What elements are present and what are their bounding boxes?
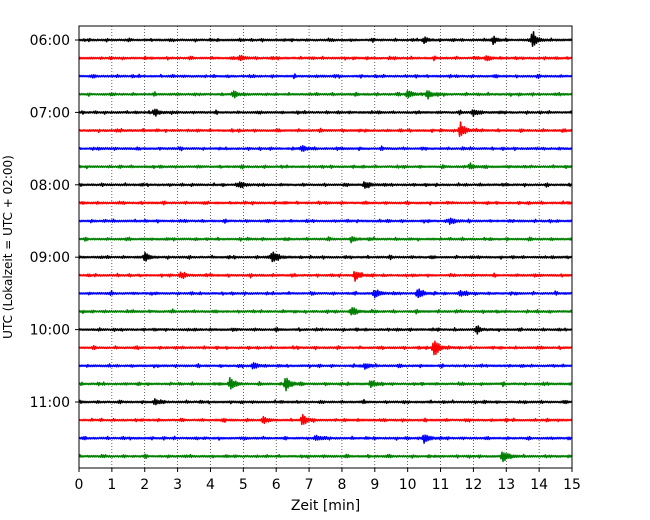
x-tick-label: 13 (497, 477, 515, 493)
x-tick-label: 8 (337, 477, 346, 493)
trace-2 (78, 73, 573, 80)
x-tick-label: 1 (107, 477, 116, 493)
x-tick-label: 0 (75, 477, 84, 493)
x-tick-label: 7 (305, 477, 314, 493)
x-tick-label: 14 (530, 477, 548, 493)
trace-23 (78, 451, 573, 463)
x-tick-label: 3 (173, 477, 182, 493)
trace-11 (78, 236, 573, 244)
trace-20 (78, 398, 573, 406)
trace-21 (78, 413, 573, 426)
seismic-traces (78, 31, 573, 463)
y-axis-ticks: 06:00 07:00 08:00 09:00 10:00 11:00 (30, 33, 79, 411)
trace-13 (78, 270, 573, 282)
x-tick-label: 6 (272, 477, 281, 493)
trace-7 (78, 162, 573, 170)
x-tick-label: 2 (140, 477, 149, 493)
x-tick-label: 5 (239, 477, 248, 493)
y-tick-label: 08:00 (30, 178, 70, 194)
y-tick-label: 07:00 (30, 105, 70, 121)
trace-9 (78, 200, 573, 206)
y-tick-label: 11:00 (30, 395, 70, 411)
trace-4 (78, 108, 573, 118)
trace-6 (78, 145, 573, 152)
y-tick-label: 10:00 (30, 323, 70, 339)
x-tick-label: 15 (563, 477, 581, 493)
x-axis-label: Zeit [min] (291, 498, 360, 514)
trace-8 (78, 181, 573, 189)
trace-14 (78, 288, 573, 299)
x-tick-label: 9 (370, 477, 379, 493)
y-tick-label: 06:00 (30, 33, 70, 49)
trace-16 (78, 325, 573, 335)
x-tick-label: 11 (432, 477, 450, 493)
trace-12 (78, 251, 573, 263)
y-tick-label: 09:00 (30, 250, 70, 266)
trace-10 (78, 217, 573, 226)
y-axis-label: UTC (Lokalzeit = UTC + 02:00) (1, 155, 15, 339)
trace-3 (78, 90, 573, 100)
trace-5 (78, 121, 573, 138)
trace-1 (78, 54, 573, 62)
x-tick-label: 10 (399, 477, 417, 493)
x-tick-label: 12 (464, 477, 482, 493)
x-axis-ticks: 0 1 2 3 4 5 6 7 8 9 10 11 12 13 14 15 (75, 468, 581, 493)
trace-15 (78, 307, 573, 316)
trace-17 (78, 340, 573, 356)
trace-22 (78, 434, 573, 444)
plot-frame (78, 25, 573, 469)
trace-19 (78, 376, 573, 392)
trace-18 (78, 362, 573, 370)
x-tick-label: 4 (206, 477, 215, 493)
trace-0 (78, 31, 573, 47)
